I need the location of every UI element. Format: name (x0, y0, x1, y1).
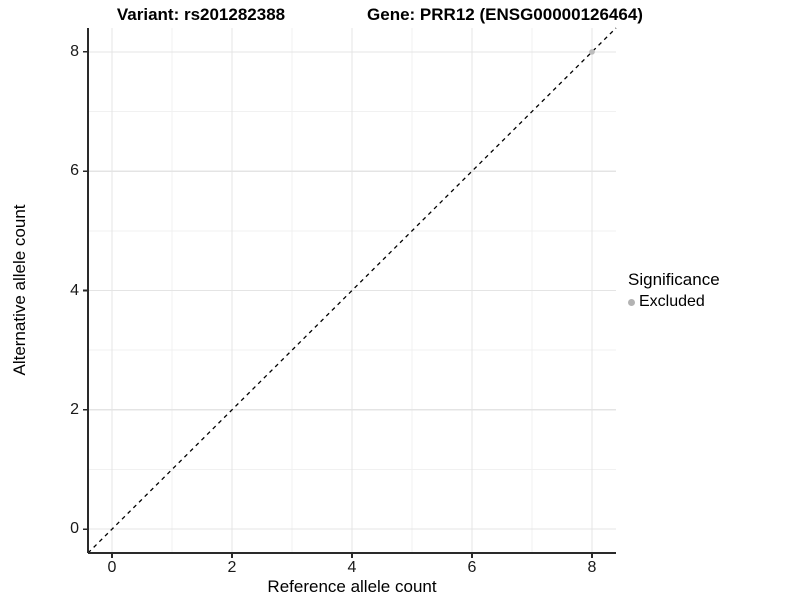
x-tick-label: 4 (347, 559, 357, 576)
x-tick-label: 0 (107, 559, 117, 576)
data-point-excluded (589, 49, 595, 55)
x-tick-label: 6 (467, 559, 477, 576)
x-tick-label: 2 (227, 559, 237, 576)
gene-title: Gene: PRR12 (ENSG00000126464) (367, 5, 643, 24)
y-tick-label: 6 (70, 162, 79, 180)
x-tick-label: 8 (587, 559, 597, 576)
y-tick-label: 2 (70, 400, 79, 418)
y-tick-label: 4 (70, 281, 79, 299)
legend-entry-label: Excluded (639, 293, 705, 310)
excluded-point-icon (628, 298, 635, 306)
legend: Significance Excluded (628, 270, 720, 311)
legend-title: Significance (628, 270, 720, 289)
legend-entry-excluded: Excluded (628, 293, 720, 311)
y-tick-label: 0 (70, 520, 79, 538)
variant-title: Variant: rs201282388 (116, 5, 286, 24)
y-tick-label: 8 (70, 42, 79, 60)
x-axis-title: Reference allele count (267, 577, 437, 596)
y-axis-title: Alternative allele count (10, 204, 29, 376)
